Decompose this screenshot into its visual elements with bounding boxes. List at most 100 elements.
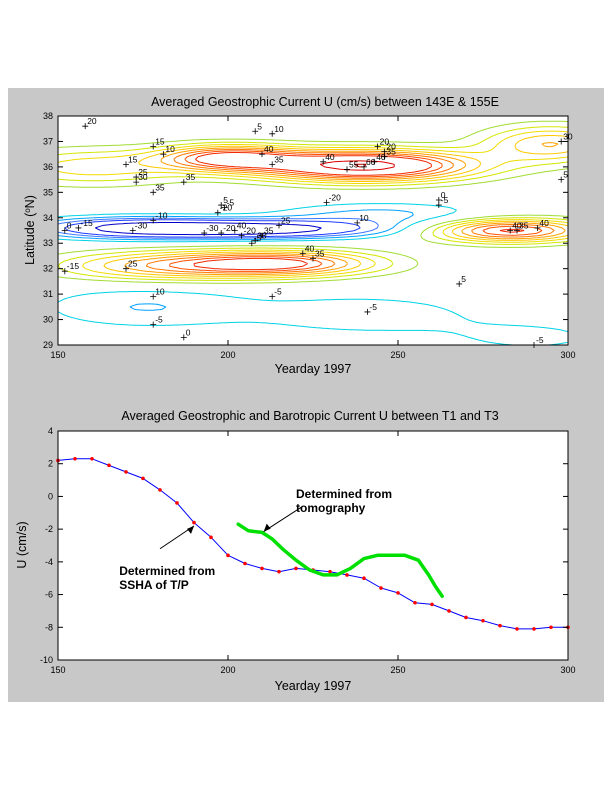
contour-label-marker	[133, 179, 140, 186]
contour-label-text: -5	[441, 195, 449, 205]
contour-label-marker	[75, 224, 82, 231]
contour-label: 0	[180, 327, 191, 341]
line-chart: Averaged Geostrophic and Barotropic Curr…	[15, 409, 576, 693]
ssha-series-point	[243, 561, 247, 566]
annotation-text-line: Determined from	[296, 487, 392, 501]
ssha-series-point	[413, 600, 417, 605]
ssha-series-point	[362, 576, 366, 581]
contour-label-marker	[310, 255, 316, 262]
contour-label-text: 40	[305, 243, 315, 253]
contour-label-text: -20	[244, 226, 257, 236]
ssha-series-point	[481, 618, 485, 623]
contour-label: 35	[269, 154, 284, 168]
contour-label-marker	[344, 166, 350, 173]
contour-label: 5	[558, 170, 568, 183]
tomography-arrow-head	[263, 523, 271, 532]
contour-y-axis-label-prefix: Latitude (	[23, 212, 37, 265]
ssha-series-point	[90, 457, 94, 461]
contour-label: -5	[248, 233, 262, 247]
contour-x-axis-label: Yearday 1997	[275, 362, 352, 376]
contour-label: -5	[364, 302, 377, 315]
contour-axes-frame	[57, 115, 569, 346]
contour-y-ticks: 29 30 31 32 33 34 35 36 37 38	[43, 111, 568, 350]
contour-label: 35	[259, 226, 274, 239]
contour-y-tick-label: 35	[43, 187, 53, 197]
line-x-tick-label: 150	[50, 665, 65, 675]
contour-y-tick-label: 38	[43, 111, 53, 121]
contour-label-text: -5	[274, 287, 282, 297]
contour-label: -10	[150, 210, 168, 224]
contour-label-text: -5	[369, 302, 377, 312]
contour-label-text: 60	[366, 157, 376, 167]
contour-label-text: 35	[386, 147, 396, 157]
contour-label-marker	[252, 237, 259, 244]
contour-label-marker	[269, 293, 276, 300]
contour-label: 30	[133, 172, 148, 186]
contour-line-level-35	[168, 150, 543, 272]
line-x-ticks: 150 200 250 300	[50, 431, 576, 675]
contour-label-text: 35	[155, 182, 165, 192]
ssha-series-point	[430, 602, 434, 607]
contour-label-marker	[259, 232, 265, 239]
contour-label: 5	[456, 274, 466, 287]
contour-label-marker	[231, 227, 238, 234]
contour-label: 40	[299, 243, 315, 257]
contour-label-marker	[364, 308, 371, 315]
contour-label-text: -5	[227, 198, 235, 208]
contour-label-marker	[129, 227, 136, 234]
contour-label-text: 5	[461, 274, 466, 284]
contour-line-level-25	[124, 142, 566, 276]
contour-label: -15	[75, 218, 93, 231]
contour-label: -5	[269, 287, 282, 300]
contour-label: 25	[276, 215, 291, 229]
tomography-series-line	[236, 522, 444, 598]
contour-label: 0	[61, 221, 72, 234]
contour-label: -15	[61, 261, 80, 275]
contour-label-marker	[248, 240, 255, 247]
ssha-series-point	[464, 615, 468, 620]
contour-line-level-40	[193, 152, 525, 271]
line-y-tick-label: -2	[45, 524, 53, 534]
contour-label-text: -20	[329, 193, 342, 203]
contour-y-tick-label: 36	[43, 162, 53, 172]
contour-label-text: -15	[67, 261, 80, 271]
contour-label: 40	[507, 221, 522, 234]
ssha-arrow-head	[187, 525, 194, 534]
annotation-text-line: SSHA of T/P	[119, 578, 189, 592]
contour-label-text: 35	[519, 221, 529, 231]
contour-label-marker	[276, 222, 282, 229]
contour-label: 40	[534, 218, 549, 231]
contour-label-text: 30	[257, 231, 267, 241]
contour-y-tick-label: 32	[43, 264, 53, 274]
contour-label: 30	[252, 231, 267, 244]
ssha-series-point	[532, 627, 536, 631]
line-y-tick-label: 0	[48, 491, 53, 501]
line-x-tick-label: 300	[560, 665, 575, 675]
line-x-tick-label: 250	[390, 665, 405, 675]
contour-label: -5	[435, 195, 449, 209]
contour-label: -5	[150, 315, 163, 328]
contour-label-text: 20	[87, 116, 97, 126]
contour-label-marker	[269, 161, 276, 168]
contour-label-text: 20	[386, 142, 396, 152]
contour-label-marker	[435, 196, 442, 203]
contour-label: 40	[371, 152, 386, 165]
contour-y-axis-label-suffix: N)	[23, 195, 37, 208]
contour-label-marker	[214, 209, 221, 216]
contour-label-marker	[323, 199, 330, 206]
contour-label-text: 35	[186, 172, 196, 182]
contour-label-marker	[82, 123, 89, 130]
contour-label: -30	[129, 221, 147, 234]
contour-label: 5	[218, 195, 228, 209]
contour-label: 20	[381, 142, 396, 155]
contour-label-text: 35	[274, 154, 284, 164]
contour-label-marker	[150, 321, 157, 328]
contour-label: -20	[323, 193, 342, 206]
contour-label: 20	[82, 116, 97, 130]
contour-label-text: 55	[349, 159, 359, 169]
contour-label-marker	[150, 293, 157, 300]
ssha-series-point	[175, 501, 179, 505]
